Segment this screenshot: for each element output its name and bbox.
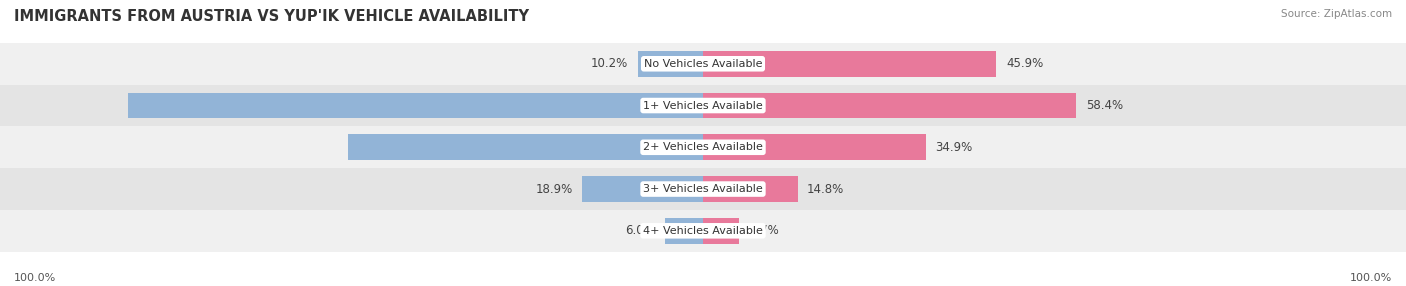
Bar xyxy=(0,126,1406,168)
Text: 14.8%: 14.8% xyxy=(807,182,845,196)
Text: 18.9%: 18.9% xyxy=(536,182,572,196)
Text: 89.9%: 89.9% xyxy=(650,99,690,112)
Bar xyxy=(638,51,703,77)
Text: IMMIGRANTS FROM AUSTRIA VS YUP'IK VEHICLE AVAILABILITY: IMMIGRANTS FROM AUSTRIA VS YUP'IK VEHICL… xyxy=(14,9,529,23)
Text: 100.0%: 100.0% xyxy=(14,273,56,283)
Text: 100.0%: 100.0% xyxy=(1350,273,1392,283)
Bar xyxy=(703,51,997,77)
Text: 2+ Vehicles Available: 2+ Vehicles Available xyxy=(643,142,763,152)
Text: 58.4%: 58.4% xyxy=(1085,99,1123,112)
Bar xyxy=(349,134,703,160)
Bar xyxy=(703,134,927,160)
Bar xyxy=(0,85,1406,126)
Bar xyxy=(0,210,1406,252)
Text: 1+ Vehicles Available: 1+ Vehicles Available xyxy=(643,101,763,110)
Text: No Vehicles Available: No Vehicles Available xyxy=(644,59,762,69)
Text: 10.2%: 10.2% xyxy=(591,57,628,70)
Text: 34.9%: 34.9% xyxy=(935,141,973,154)
Bar xyxy=(703,218,740,244)
Text: 45.9%: 45.9% xyxy=(1005,57,1043,70)
Text: 3+ Vehicles Available: 3+ Vehicles Available xyxy=(643,184,763,194)
Text: 6.0%: 6.0% xyxy=(626,224,655,237)
Text: Source: ZipAtlas.com: Source: ZipAtlas.com xyxy=(1281,9,1392,19)
Bar xyxy=(0,168,1406,210)
Text: 55.5%: 55.5% xyxy=(650,141,690,154)
Bar xyxy=(703,176,797,202)
Text: 4+ Vehicles Available: 4+ Vehicles Available xyxy=(643,226,763,236)
Bar xyxy=(665,218,703,244)
Bar xyxy=(0,43,1406,85)
Bar xyxy=(582,176,703,202)
Bar xyxy=(703,93,1076,118)
Bar xyxy=(128,93,703,118)
Text: 5.7%: 5.7% xyxy=(749,224,779,237)
